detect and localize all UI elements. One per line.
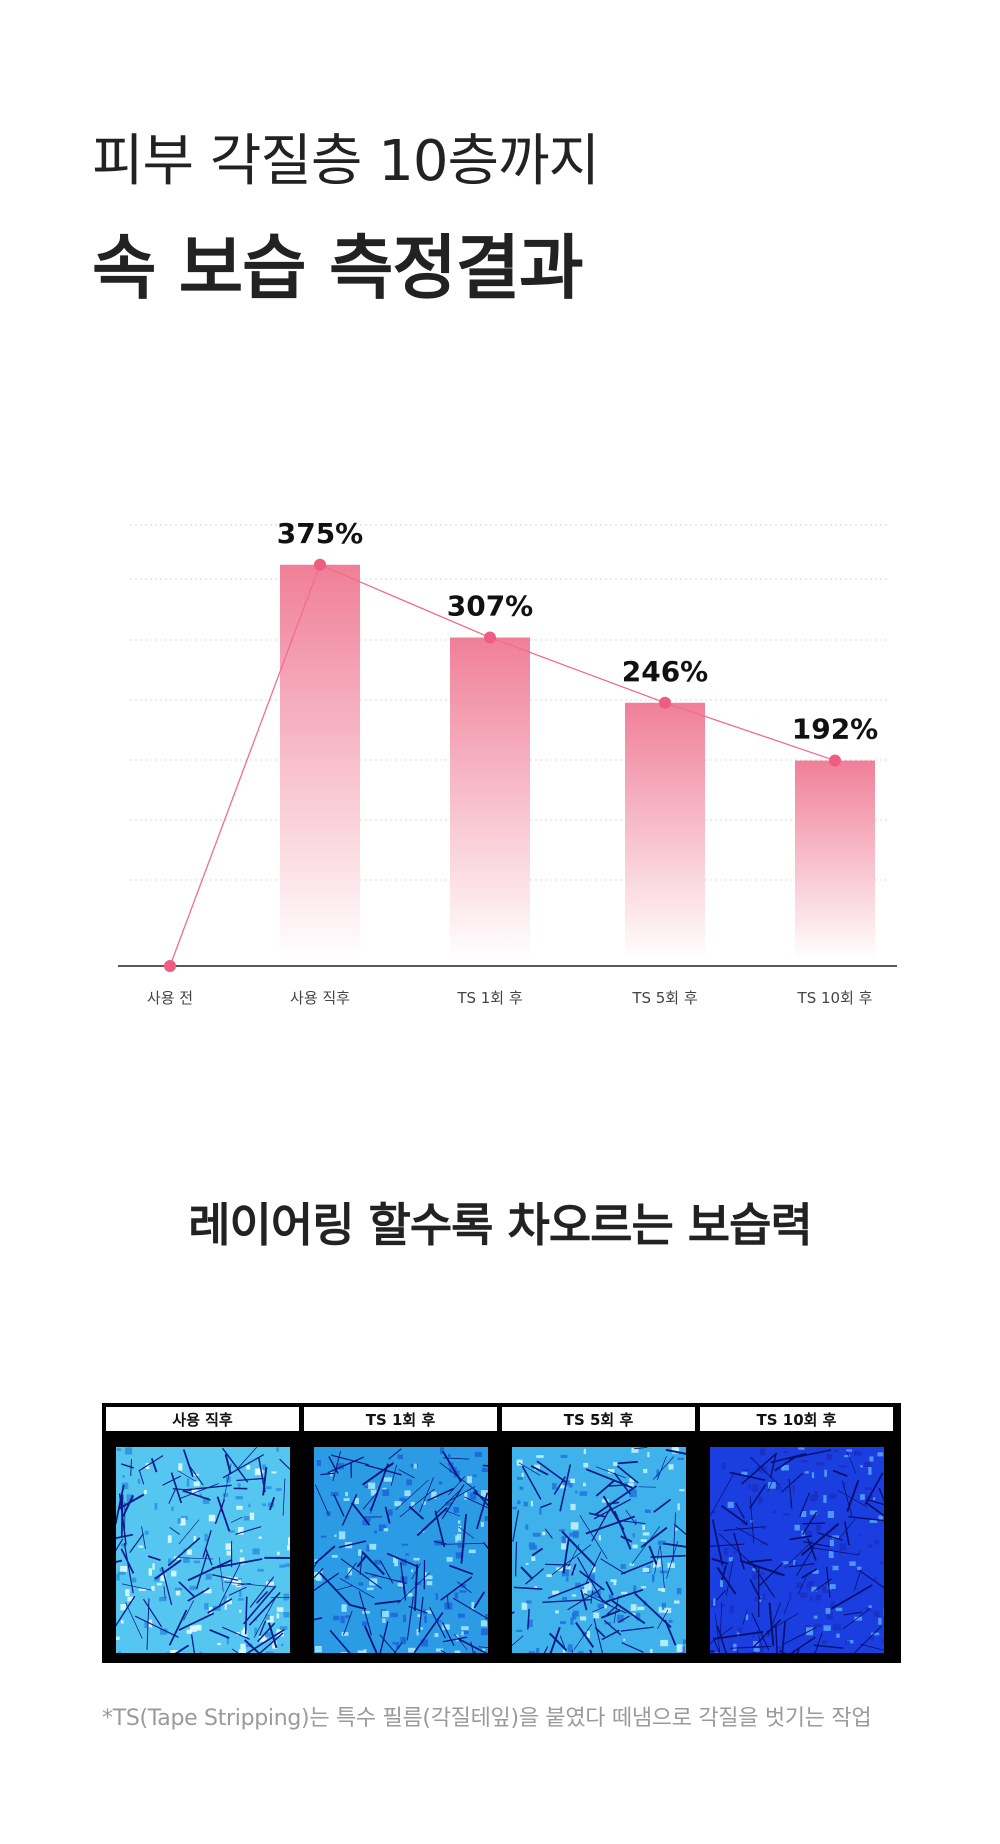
skin-image-label-1: 사용 직후 [104, 1405, 301, 1433]
bar [450, 637, 530, 960]
x-tick-label: 사용 전 [147, 989, 193, 1007]
x-tick-label: 사용 직후 [290, 989, 350, 1007]
x-tick-label: TS 5회 후 [631, 989, 698, 1007]
skin-image-4 [710, 1447, 884, 1653]
skin-image-label-3: TS 5회 후 [500, 1405, 697, 1433]
skin-image-label-4: TS 10회 후 [698, 1405, 895, 1433]
skin-image-label-2: TS 1회 후 [302, 1405, 499, 1433]
skin-image-column-4: TS 10회 후 [698, 1405, 897, 1661]
chart-tick-labels: 사용 전 사용 직후 TS 1회 후 TS 5회 후 TS 10회 후 [147, 989, 873, 1007]
skin-image-1 [116, 1447, 290, 1653]
x-tick-label: TS 10회 후 [797, 989, 873, 1007]
skin-image-column-3: TS 5회 후 [500, 1405, 699, 1661]
page-title-line-2: 속 보습 측정결과 [92, 227, 584, 309]
x-tick-label: TS 1회 후 [456, 989, 523, 1007]
bar [795, 760, 875, 960]
skin-image-column-1: 사용 직후 [104, 1405, 303, 1661]
chart-data-labels: 375% 307% 246% 192% [277, 517, 879, 746]
page-title-line-1: 피부 각질층 10층까지 [92, 129, 600, 194]
moisture-chart-svg: 375% 307% 246% 192% 사용 전 사용 직후 TS 1회 후 TS 5회 후… [118, 517, 897, 1007]
data-point [829, 754, 841, 767]
data-point [659, 696, 671, 709]
data-label: 246% [622, 655, 709, 688]
skin-image-panel: 사용 직후 TS 1회 후 TS 5회 후 TS 10회 후 [102, 1403, 901, 1663]
data-label: 307% [447, 590, 534, 623]
section-title: 레이어링 할수록 차오르는 보습력 [188, 1198, 813, 1252]
skin-image-2 [314, 1447, 488, 1653]
chart-points [164, 558, 841, 972]
data-label: 192% [792, 713, 879, 746]
footnote: *TS(Tape Stripping)는 특수 필름(각질테잎)을 붙였다 떼냄… [102, 1706, 872, 1731]
chart-bars [280, 564, 875, 960]
moisture-chart: 375% 307% 246% 192% 사용 전 사용 직후 TS 1회 후 TS 5회 후… [0, 500, 1000, 1040]
data-point [164, 960, 176, 972]
bar [625, 702, 705, 960]
data-label: 375% [277, 517, 364, 550]
bar [280, 564, 360, 960]
skin-image-3 [512, 1447, 686, 1653]
data-point [314, 558, 326, 571]
skin-image-column-2: TS 1회 후 [302, 1405, 501, 1661]
data-point [484, 631, 496, 644]
